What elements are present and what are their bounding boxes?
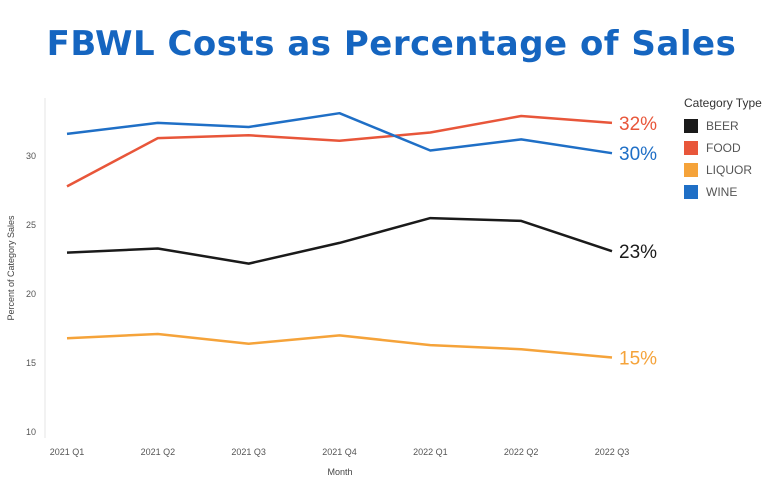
legend-items: BEER FOOD LIQUOR WINE: [684, 115, 762, 203]
legend-swatch: [684, 163, 698, 177]
y-tick-label: 20: [26, 289, 36, 299]
x-tick-label: 2021 Q2: [141, 447, 176, 457]
series-line-wine: [66, 111, 613, 155]
legend: Category Type BEER FOOD LIQUOR WINE: [684, 96, 762, 203]
x-tick-labels: 2021 Q1 2021 Q2 2021 Q3 2021 Q4 2022 Q1 2022 …: [50, 447, 630, 457]
legend-swatch: [684, 185, 698, 199]
y-tick-label: 25: [26, 220, 36, 230]
legend-swatch: [684, 119, 698, 133]
legend-item-liquor: LIQUOR: [684, 159, 762, 181]
x-tick-label: 2022 Q3: [595, 447, 630, 457]
legend-label: FOOD: [706, 141, 741, 155]
legend-label: WINE: [706, 185, 738, 199]
legend-title: Category Type: [684, 96, 762, 110]
legend-item-beer: BEER: [684, 115, 762, 137]
chart-title: FBWL Costs as Percentage of Sales: [46, 24, 737, 64]
x-tick-label: 2022 Q2: [504, 447, 539, 457]
end-labels: 23% 32% 15% 30%: [619, 114, 657, 370]
x-tick-label: 2021 Q4: [322, 447, 357, 457]
legend-label: BEER: [706, 119, 739, 133]
end-label-food: 32%: [619, 114, 657, 135]
y-tick-label: 30: [26, 151, 36, 161]
x-tick-label: 2021 Q3: [231, 447, 266, 457]
y-axis-title: Percent of Category Sales: [6, 215, 16, 321]
series-lines: [66, 111, 613, 359]
legend-item-wine: WINE: [684, 181, 762, 203]
legend-swatch: [684, 141, 698, 155]
end-label-beer: 23%: [619, 242, 657, 263]
x-tick-label: 2021 Q1: [50, 447, 85, 457]
x-axis-title: Month: [327, 467, 352, 477]
end-label-wine: 30%: [619, 144, 657, 165]
legend-item-food: FOOD: [684, 137, 762, 159]
y-tick-label: 10: [26, 427, 36, 437]
end-label-liquor: 15%: [619, 348, 657, 369]
series-line-food: [66, 114, 613, 188]
series-line-liquor: [66, 332, 613, 359]
y-tick-labels: 10 15 20 25 30: [26, 151, 36, 437]
series-line-beer: [66, 216, 613, 265]
x-tick-label: 2022 Q1: [413, 447, 448, 457]
legend-label: LIQUOR: [706, 163, 753, 177]
y-tick-label: 15: [26, 358, 36, 368]
